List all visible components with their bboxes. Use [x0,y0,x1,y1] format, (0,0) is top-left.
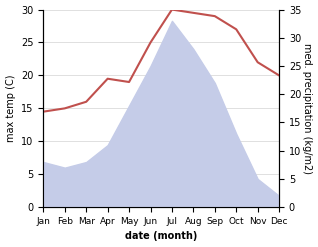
Y-axis label: med. precipitation (kg/m2): med. precipitation (kg/m2) [302,43,313,174]
Y-axis label: max temp (C): max temp (C) [5,75,16,142]
X-axis label: date (month): date (month) [125,231,197,242]
